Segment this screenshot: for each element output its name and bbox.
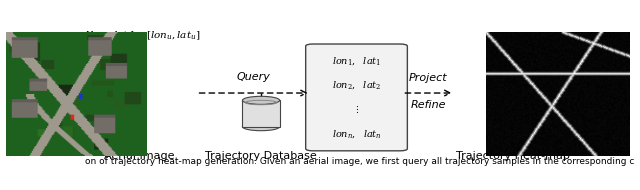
Text: $lon_1,\ \ lat_1$: $lon_1,\ \ lat_1$ <box>332 55 381 67</box>
FancyBboxPatch shape <box>306 44 407 151</box>
Ellipse shape <box>243 96 280 104</box>
Text: $\vdots$: $\vdots$ <box>354 104 359 115</box>
Text: $lon_2,\ \ lat_2$: $lon_2,\ \ lat_2$ <box>332 79 381 91</box>
Text: Project: Project <box>409 73 448 83</box>
Text: Trajectory Heat-map: Trajectory Heat-map <box>456 151 570 161</box>
Text: $lon_n,\ \ lat_n$: $lon_n,\ \ lat_n$ <box>332 128 381 140</box>
Text: Aerial Image: Aerial Image <box>104 151 175 161</box>
Text: Trajectory Database: Trajectory Database <box>205 151 317 161</box>
Text: Query: Query <box>237 72 271 82</box>
Text: $[lon_l, lat_l]\sim[lon_u, lat_u]$: $[lon_l, lat_l]\sim[lon_u, lat_u]$ <box>85 29 200 42</box>
Bar <box>243 100 280 127</box>
Text: Refine: Refine <box>411 101 446 110</box>
Ellipse shape <box>243 123 280 131</box>
Text: on of trajectory heat-map generation. Given an aerial image, we first query all : on of trajectory heat-map generation. Gi… <box>85 157 634 166</box>
